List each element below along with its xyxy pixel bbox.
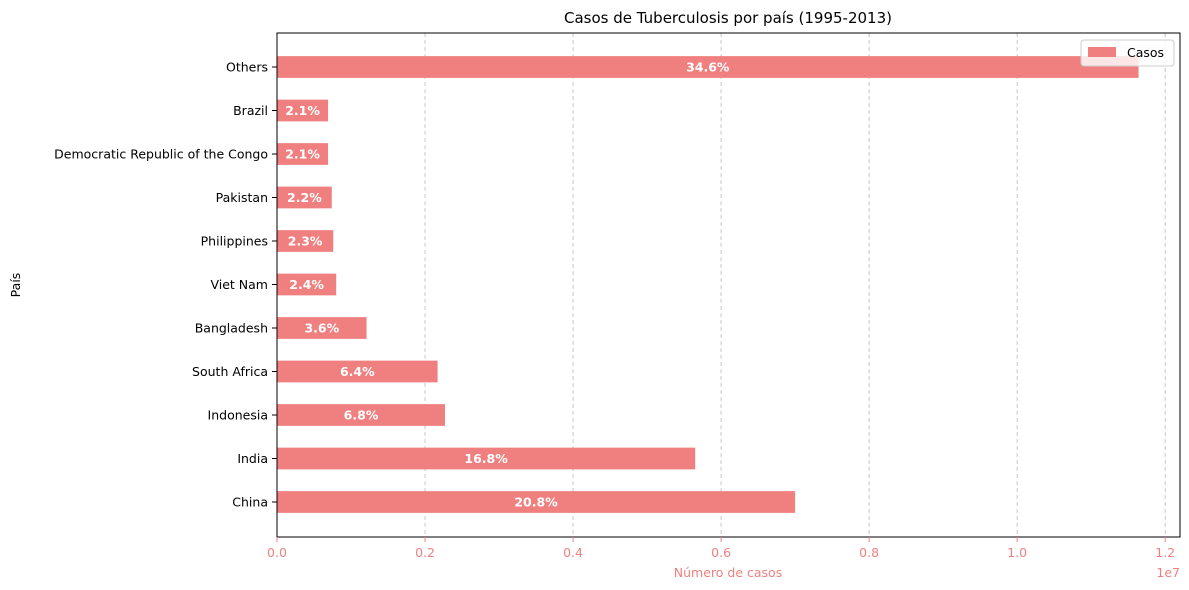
bar-percentage-label: 2.3% — [288, 234, 323, 249]
y-category-label: Others — [226, 60, 268, 75]
bar-percentage-label: 20.8% — [514, 495, 558, 510]
bar-percentage-label: 34.6% — [686, 60, 730, 75]
bar — [277, 317, 367, 339]
y-axis-categories: China India Indonesia South Africa Banglades… — [54, 60, 277, 510]
legend-entry-casos: Casos — [1127, 45, 1164, 60]
x-tick-label: 0.4 — [563, 545, 583, 560]
bar — [277, 186, 332, 209]
y-category-label: Bangladesh — [195, 321, 268, 336]
bar — [277, 491, 796, 513]
bar — [277, 273, 337, 296]
bar-percentage-label: 2.4% — [289, 277, 324, 292]
bar — [277, 447, 696, 470]
y-category-label: Philippines — [201, 234, 268, 249]
y-category-label: Democratic Republic of the Congo — [54, 147, 268, 162]
bar — [277, 360, 438, 383]
bar-percentage-label: 6.4% — [340, 364, 375, 379]
bar — [277, 230, 334, 252]
legend-swatch — [1088, 47, 1116, 57]
bar-percentage-label: 2.1% — [285, 147, 320, 162]
chart-title: Casos de Tuberculosis por país (1995-201… — [564, 9, 892, 27]
legend: Casos — [1080, 39, 1175, 67]
x-axis-scale-label: 1e7 — [1156, 565, 1180, 580]
bar — [277, 56, 1139, 78]
x-tick-label: 0.2 — [415, 545, 435, 560]
y-category-label: Indonesia — [208, 408, 268, 423]
x-axis-label: Número de casos — [674, 565, 782, 580]
y-category-label: Pakistan — [216, 190, 268, 205]
bar — [277, 404, 446, 426]
bar-percentage-label: 2.2% — [287, 190, 322, 205]
x-tick-label: 1.0 — [1007, 545, 1027, 560]
bar — [277, 143, 329, 165]
x-axis-ticks: 0.0 0.2 0.4 0.6 0.8 1.0 1.2 — [267, 537, 1175, 560]
bar-percentage-label: 3.6% — [304, 321, 339, 336]
bar-percentage-label: 16.8% — [464, 451, 508, 466]
y-category-label: Brazil — [233, 103, 268, 118]
y-category-label: Viet Nam — [210, 277, 268, 292]
y-category-label: India — [237, 451, 268, 466]
bar-percentage-label: 2.1% — [285, 103, 320, 118]
y-axis-label: País — [8, 273, 23, 298]
x-tick-label: 0.0 — [267, 545, 287, 560]
legend-box — [1080, 39, 1175, 67]
x-tick-label: 1.2 — [1155, 545, 1175, 560]
y-category-label: South Africa — [192, 364, 268, 379]
x-tick-label: 0.6 — [711, 545, 731, 560]
y-category-label: China — [232, 495, 268, 510]
bar-percentage-label: 6.8% — [344, 408, 379, 423]
bar — [277, 99, 329, 122]
bars: 20.8% 16.8% 6.8% 6.4% 3.6% 2.4% 2.3% 2.2% 2.1% 2.… — [277, 56, 1139, 513]
x-tick-label: 0.8 — [859, 545, 879, 560]
